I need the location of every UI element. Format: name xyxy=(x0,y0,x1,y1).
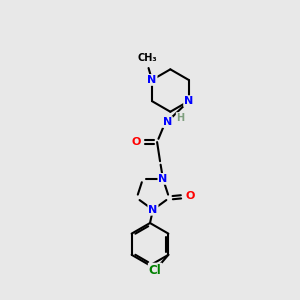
Text: N: N xyxy=(147,75,157,85)
Text: Cl: Cl xyxy=(149,264,161,277)
Text: N: N xyxy=(158,174,168,184)
Text: N: N xyxy=(148,205,158,215)
Text: H: H xyxy=(177,113,185,123)
Text: O: O xyxy=(132,137,141,147)
Text: N: N xyxy=(184,96,193,106)
Text: O: O xyxy=(185,191,194,202)
Text: N: N xyxy=(163,117,172,127)
Text: CH₃: CH₃ xyxy=(138,53,158,63)
